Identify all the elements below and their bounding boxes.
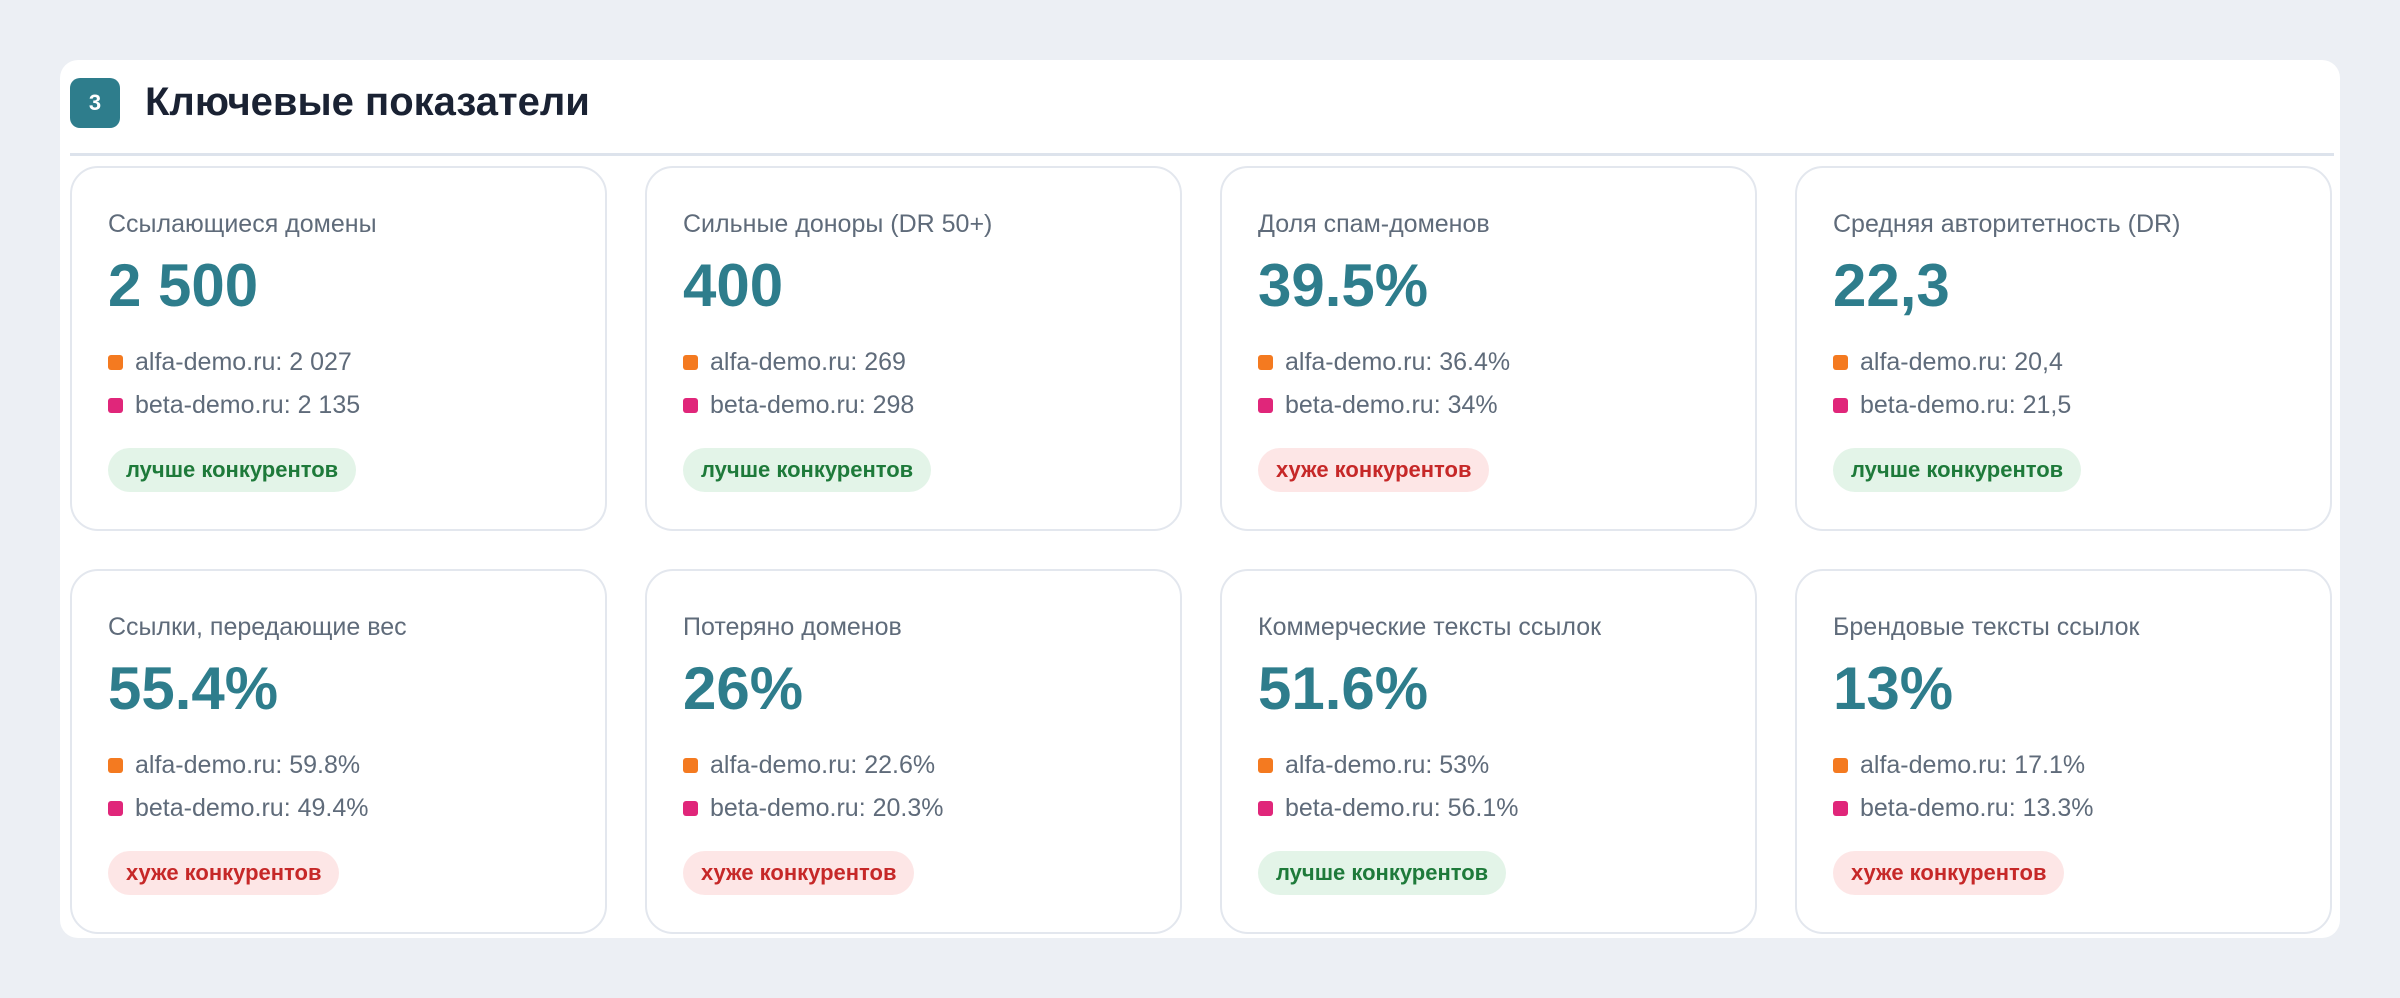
metric-label: Средняя авторитетность (DR) [1833, 210, 2181, 238]
competitor-alfa-row: alfa-demo.ru: 269 [683, 348, 906, 377]
competitor-alfa-value: alfa-demo.ru: 22.6% [710, 751, 936, 779]
metric-value: 39.5% [1258, 252, 1429, 319]
competitor-alfa-value: alfa-demo.ru: 59.8% [135, 751, 361, 779]
competitor-alfa-value: alfa-demo.ru: 17.1% [1860, 751, 2086, 779]
metric-card-referring-domains: Ссылающиеся домены 2 500 alfa-demo.ru: 2… [70, 166, 607, 531]
competitor-alfa-value: alfa-demo.ru: 20,4 [1860, 348, 2063, 376]
metric-label: Потеряно доменов [683, 613, 902, 641]
metric-value: 400 [683, 252, 784, 319]
comparison-badge: хуже конкурентов [683, 851, 915, 895]
competitor-alfa-row: alfa-demo.ru: 36.4% [1258, 348, 1510, 377]
beta-legend-icon [1258, 398, 1273, 413]
competitor-beta-value: beta-demo.ru: 21,5 [1860, 391, 2072, 419]
competitor-beta-row: beta-demo.ru: 13.3% [1833, 794, 2093, 823]
competitor-beta-row: beta-demo.ru: 49.4% [108, 794, 368, 823]
metric-label: Ссылки, передающие вес [108, 613, 407, 641]
beta-legend-icon [108, 398, 123, 413]
section-number-badge: 3 [70, 78, 120, 128]
key-metrics-panel: 3 Ключевые показатели Ссылающиеся домены… [60, 60, 2340, 938]
metrics-grid: Ссылающиеся домены 2 500 alfa-demo.ru: 2… [70, 166, 2334, 934]
competitor-beta-row: beta-demo.ru: 2 135 [108, 391, 360, 420]
comparison-badge: лучше конкурентов [683, 448, 932, 492]
metric-label: Доля спам-доменов [1258, 210, 1490, 238]
competitor-beta-row: beta-demo.ru: 56.1% [1258, 794, 1518, 823]
section-header: 3 Ключевые показатели [70, 78, 2334, 156]
competitor-beta-row: beta-demo.ru: 34% [1258, 391, 1498, 420]
alfa-legend-icon [1833, 355, 1848, 370]
beta-legend-icon [683, 801, 698, 816]
metric-value: 22,3 [1833, 252, 1950, 319]
metric-label: Брендовые тексты ссылок [1833, 613, 2140, 641]
alfa-legend-icon [1258, 758, 1273, 773]
competitor-alfa-value: alfa-demo.ru: 269 [710, 348, 906, 376]
metric-card-brand-anchors: Брендовые тексты ссылок 13% alfa-demo.ru… [1795, 569, 2332, 934]
metric-card-commercial-anchors: Коммерческие тексты ссылок 51.6% alfa-de… [1220, 569, 1757, 934]
competitor-beta-row: beta-demo.ru: 20.3% [683, 794, 943, 823]
competitor-alfa-row: alfa-demo.ru: 17.1% [1833, 751, 2085, 780]
competitor-beta-row: beta-demo.ru: 21,5 [1833, 391, 2071, 420]
competitor-alfa-value: alfa-demo.ru: 36.4% [1285, 348, 1511, 376]
competitor-alfa-value: alfa-demo.ru: 53% [1285, 751, 1490, 779]
metric-value: 2 500 [108, 252, 259, 319]
metric-card-dofollow-links: Ссылки, передающие вес 55.4% alfa-demo.r… [70, 569, 607, 934]
alfa-legend-icon [1833, 758, 1848, 773]
metric-card-strong-donors: Сильные доноры (DR 50+) 400 alfa-demo.ru… [645, 166, 1182, 531]
competitor-beta-value: beta-demo.ru: 34% [1285, 391, 1498, 419]
competitor-alfa-row: alfa-demo.ru: 2 027 [108, 348, 352, 377]
metric-value: 51.6% [1258, 655, 1429, 722]
metric-value: 55.4% [108, 655, 279, 722]
competitor-beta-value: beta-demo.ru: 2 135 [135, 391, 361, 419]
beta-legend-icon [683, 398, 698, 413]
metric-label: Ссылающиеся домены [108, 210, 377, 238]
metric-card-average-dr: Средняя авторитетность (DR) 22,3 alfa-de… [1795, 166, 2332, 531]
alfa-legend-icon [683, 758, 698, 773]
competitor-alfa-row: alfa-demo.ru: 20,4 [1833, 348, 2063, 377]
metric-value: 13% [1833, 655, 1954, 722]
metric-label: Коммерческие тексты ссылок [1258, 613, 1602, 641]
comparison-badge: хуже конкурентов [1833, 851, 2065, 895]
competitor-beta-value: beta-demo.ru: 298 [710, 391, 915, 419]
competitor-alfa-row: alfa-demo.ru: 53% [1258, 751, 1489, 780]
comparison-badge: лучше конкурентов [1258, 851, 1507, 895]
metric-label: Сильные доноры (DR 50+) [683, 210, 993, 238]
competitor-beta-row: beta-demo.ru: 298 [683, 391, 914, 420]
competitor-beta-value: beta-demo.ru: 49.4% [135, 794, 369, 822]
alfa-legend-icon [108, 355, 123, 370]
comparison-badge: хуже конкурентов [108, 851, 340, 895]
comparison-badge: лучше конкурентов [108, 448, 357, 492]
metric-card-lost-domains: Потеряно доменов 26% alfa-demo.ru: 22.6%… [645, 569, 1182, 934]
metric-card-spam-share: Доля спам-доменов 39.5% alfa-demo.ru: 36… [1220, 166, 1757, 531]
competitor-beta-value: beta-demo.ru: 56.1% [1285, 794, 1519, 822]
beta-legend-icon [108, 801, 123, 816]
alfa-legend-icon [108, 758, 123, 773]
alfa-legend-icon [683, 355, 698, 370]
competitor-beta-value: beta-demo.ru: 13.3% [1860, 794, 2094, 822]
alfa-legend-icon [1258, 355, 1273, 370]
comparison-badge: хуже конкурентов [1258, 448, 1490, 492]
beta-legend-icon [1258, 801, 1273, 816]
competitor-alfa-row: alfa-demo.ru: 22.6% [683, 751, 935, 780]
beta-legend-icon [1833, 398, 1848, 413]
beta-legend-icon [1833, 801, 1848, 816]
section-title: Ключевые показатели [145, 80, 590, 124]
comparison-badge: лучше конкурентов [1833, 448, 2082, 492]
competitor-beta-value: beta-demo.ru: 20.3% [710, 794, 944, 822]
metric-value: 26% [683, 655, 804, 722]
competitor-alfa-row: alfa-demo.ru: 59.8% [108, 751, 360, 780]
competitor-alfa-value: alfa-demo.ru: 2 027 [135, 348, 352, 376]
